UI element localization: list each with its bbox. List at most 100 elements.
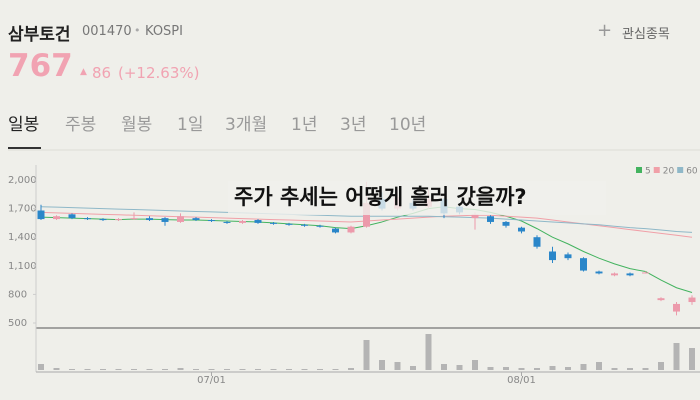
candle-body [161, 218, 169, 222]
volume-bar [627, 368, 633, 370]
candle-body [270, 222, 277, 224]
candle-body [657, 298, 665, 301]
volume-bar [270, 369, 277, 370]
volume-bar [534, 368, 540, 370]
watch-button[interactable]: 관심종목 [622, 27, 670, 42]
volume-bar [317, 369, 323, 370]
change-pct: (+12.63%) [118, 64, 200, 82]
candle-body [223, 221, 231, 223]
candle-body [564, 254, 572, 259]
volume-bar [301, 369, 308, 370]
volume-bar [611, 368, 618, 370]
legend-swatch [653, 167, 660, 173]
volume-bar [53, 368, 60, 370]
volume-bar [518, 368, 525, 370]
period-tab[interactable]: 1년 [291, 115, 318, 135]
price: 767 [8, 48, 73, 84]
stock-code: 001470 [82, 24, 132, 39]
candle-body [533, 237, 541, 247]
legend-swatch [677, 167, 684, 173]
period-tab[interactable]: 주봉 [65, 115, 97, 135]
volume-bar [596, 362, 602, 370]
period-tab[interactable]: 10년 [389, 115, 427, 135]
candle-body [37, 210, 45, 220]
legend-label: 20 [663, 167, 675, 177]
candle-body [487, 216, 494, 222]
volume-bar [84, 369, 91, 370]
candle-body [146, 218, 153, 221]
candle-body [549, 251, 556, 261]
volume-bar [286, 369, 292, 370]
candle-body [347, 226, 355, 233]
tab-underline [8, 147, 41, 149]
candle-body [642, 272, 649, 274]
candle-body [688, 297, 696, 303]
candle-body [177, 216, 184, 222]
candle-body [208, 220, 215, 222]
legend-swatch [636, 167, 642, 173]
period-tab[interactable]: 월봉 [121, 115, 153, 135]
candle-body [626, 273, 634, 276]
volume-bar [689, 348, 695, 370]
y-tick-label: 1,100 [8, 261, 37, 272]
overlay-text: 주가 추세는 어떻게 흘러 갔을까? [234, 185, 527, 209]
volume-bar [487, 367, 494, 370]
volume-bar [239, 369, 246, 370]
volume-bar [131, 369, 137, 370]
legend-label: 60 [686, 167, 698, 177]
volume-bar [115, 369, 122, 370]
candle-body [53, 216, 60, 220]
volume-bar [456, 365, 463, 370]
x-tick-label: 07/01 [197, 375, 226, 386]
candle-body [301, 224, 308, 226]
volume-bar [472, 360, 478, 370]
period-tab[interactable]: 일봉 [8, 115, 40, 135]
period-tab[interactable]: 1일 [177, 115, 204, 135]
candle-body [611, 273, 618, 276]
volume-bar [162, 369, 168, 370]
volume-bar [69, 369, 75, 370]
volume-bar [146, 369, 153, 370]
volume-bar [642, 368, 649, 370]
candle-body [254, 220, 262, 223]
y-tick-label: 1,700 [8, 204, 37, 215]
candle-body [285, 223, 293, 225]
change: 86 [92, 64, 112, 82]
volume-bar [363, 340, 370, 370]
volume-bar [673, 343, 680, 370]
overlay-box [228, 181, 606, 215]
volume-bar [348, 368, 354, 370]
volume-bar [410, 366, 416, 370]
up-arrow: ▲ [80, 67, 87, 77]
candle-body [316, 225, 324, 227]
candle-body [192, 218, 200, 221]
volume-bar [100, 369, 106, 370]
y-tick-label: 2,000 [8, 175, 37, 186]
candle-body [115, 219, 122, 221]
candle-body [99, 219, 107, 221]
candle-body [332, 228, 339, 233]
volume-bar [394, 362, 401, 370]
volume-bar [580, 364, 587, 370]
volume-bar [549, 366, 556, 370]
period-tab[interactable]: 3개월 [225, 115, 268, 135]
period-tab[interactable]: 3년 [340, 115, 367, 135]
stock-name: 삼부토건 [8, 25, 71, 45]
x-tick-label: 08/01 [507, 375, 536, 386]
candle-body [673, 303, 680, 312]
volume-bar [425, 334, 432, 370]
plus-icon[interactable]: + [597, 20, 613, 41]
candle-body [130, 218, 138, 220]
separator-dot: • [134, 24, 141, 37]
volume-bar [208, 369, 215, 370]
volume-bar [177, 368, 184, 370]
volume-bar [224, 369, 230, 370]
volume-bar [379, 360, 385, 370]
market: KOSPI [145, 24, 183, 39]
volume-bar [503, 367, 509, 370]
y-tick-label: 1,400 [8, 232, 37, 243]
volume-bar [38, 364, 44, 370]
candle-body [595, 271, 603, 274]
volume-bar [565, 367, 571, 370]
